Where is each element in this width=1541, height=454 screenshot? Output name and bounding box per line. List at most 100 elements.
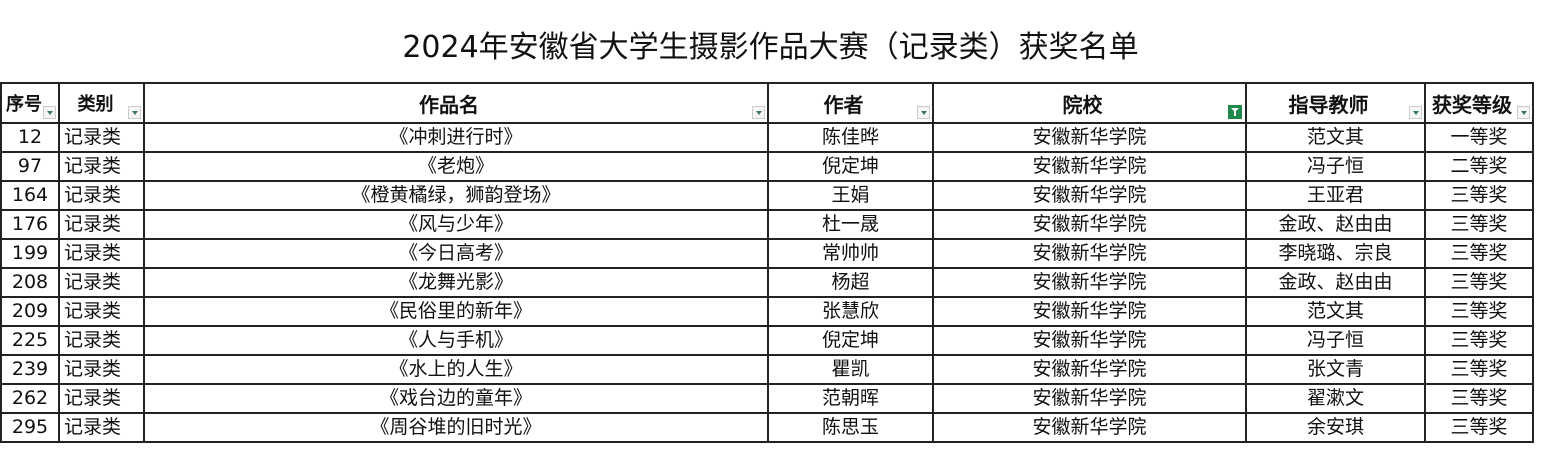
cell-seq[interactable]: 209 (0, 296, 60, 327)
table-row: 262 记录类 《戏台边的童年》 范朝晖 安徽新华学院 翟漱文 三等奖 (0, 383, 1534, 414)
cell-award[interactable]: 一等奖 (1424, 122, 1534, 153)
cell-award[interactable]: 三等奖 (1424, 238, 1534, 269)
cell-school[interactable]: 安徽新华学院 (932, 354, 1247, 385)
cell-category[interactable]: 记录类 (58, 296, 145, 327)
cell-work[interactable]: 《龙舞光影》 (143, 267, 769, 298)
cell-advisor[interactable]: 张文青 (1245, 354, 1426, 385)
cell-school[interactable]: 安徽新华学院 (932, 151, 1247, 182)
table-row: 164 记录类 《橙黄橘绿，狮韵登场》 王娟 安徽新华学院 王亚君 三等奖 (0, 180, 1534, 211)
cell-work[interactable]: 《戏台边的童年》 (143, 383, 769, 414)
cell-school[interactable]: 安徽新华学院 (932, 325, 1247, 356)
cell-award[interactable]: 三等奖 (1424, 354, 1534, 385)
cell-work[interactable]: 《水上的人生》 (143, 354, 769, 385)
cell-author[interactable]: 陈思玉 (767, 412, 934, 443)
cell-work[interactable]: 《风与少年》 (143, 209, 769, 240)
cell-seq[interactable]: 208 (0, 267, 60, 298)
cell-seq[interactable]: 176 (0, 209, 60, 240)
cell-award[interactable]: 三等奖 (1424, 325, 1534, 356)
cell-author[interactable]: 王娟 (767, 180, 934, 211)
table-row: 97 记录类 《老炮》 倪定坤 安徽新华学院 冯子恒 二等奖 (0, 151, 1534, 182)
sheet-title: 2024年安徽省大学生摄影作品大赛（记录类）获奖名单 (402, 30, 1139, 65)
cell-advisor[interactable]: 冯子恒 (1245, 151, 1426, 182)
cell-school[interactable]: 安徽新华学院 (932, 180, 1247, 211)
cell-category[interactable]: 记录类 (58, 238, 145, 269)
cell-author[interactable]: 陈佳晔 (767, 122, 934, 153)
cell-advisor[interactable]: 金政、赵由由 (1245, 209, 1426, 240)
cell-seq[interactable]: 97 (0, 151, 60, 182)
cell-category[interactable]: 记录类 (58, 354, 145, 385)
cell-award[interactable]: 三等奖 (1424, 296, 1534, 327)
cell-school[interactable]: 安徽新华学院 (932, 296, 1247, 327)
cell-award[interactable]: 三等奖 (1424, 383, 1534, 414)
cell-category[interactable]: 记录类 (58, 383, 145, 414)
cell-award[interactable]: 三等奖 (1424, 209, 1534, 240)
cell-author[interactable]: 杨超 (767, 267, 934, 298)
cell-school[interactable]: 安徽新华学院 (932, 383, 1247, 414)
cell-advisor[interactable]: 翟漱文 (1245, 383, 1426, 414)
cell-school[interactable]: 安徽新华学院 (932, 412, 1247, 443)
cell-advisor[interactable]: 王亚君 (1245, 180, 1426, 211)
cell-advisor[interactable]: 范文其 (1245, 122, 1426, 153)
header-work: 作品名 (143, 82, 769, 124)
filter-dropdown-icon[interactable] (43, 106, 56, 119)
filter-dropdown-icon[interactable] (752, 106, 765, 119)
cell-work[interactable]: 《今日高考》 (143, 238, 769, 269)
header-seq: 序号 (0, 82, 60, 124)
cell-work[interactable]: 《冲刺进行时》 (143, 122, 769, 153)
cell-advisor[interactable]: 金政、赵由由 (1245, 267, 1426, 298)
cell-work[interactable]: 《人与手机》 (143, 325, 769, 356)
cell-school[interactable]: 安徽新华学院 (932, 267, 1247, 298)
cell-author[interactable]: 瞿凯 (767, 354, 934, 385)
cell-award[interactable]: 三等奖 (1424, 180, 1534, 211)
cell-advisor[interactable]: 余安琪 (1245, 412, 1426, 443)
table-row: 12 记录类 《冲刺进行时》 陈佳晔 安徽新华学院 范文其 一等奖 (0, 122, 1534, 153)
cell-seq[interactable]: 225 (0, 325, 60, 356)
cell-seq[interactable]: 199 (0, 238, 60, 269)
cell-school[interactable]: 安徽新华学院 (932, 238, 1247, 269)
cell-advisor[interactable]: 李晓璐、宗良 (1245, 238, 1426, 269)
cell-author[interactable]: 倪定坤 (767, 151, 934, 182)
cell-school[interactable]: 安徽新华学院 (932, 209, 1247, 240)
header-school: 院校 (932, 82, 1247, 124)
cell-seq[interactable]: 262 (0, 383, 60, 414)
table-row: 199 记录类 《今日高考》 常帅帅 安徽新华学院 李晓璐、宗良 三等奖 (0, 238, 1534, 269)
cell-author[interactable]: 杜一晟 (767, 209, 934, 240)
cell-advisor[interactable]: 范文其 (1245, 296, 1426, 327)
cell-category[interactable]: 记录类 (58, 209, 145, 240)
header-author: 作者 (767, 82, 934, 124)
cell-category[interactable]: 记录类 (58, 412, 145, 443)
filter-dropdown-icon[interactable] (1409, 106, 1422, 119)
cell-work[interactable]: 《民俗里的新年》 (143, 296, 769, 327)
header-category: 类别 (58, 82, 145, 124)
cell-work[interactable]: 《周谷堆的旧时光》 (143, 412, 769, 443)
cell-work[interactable]: 《老炮》 (143, 151, 769, 182)
cell-author[interactable]: 张慧欣 (767, 296, 934, 327)
header-row: 序号 类别 作品名 作者 院校 指导教师 获奖等级 (0, 82, 1534, 124)
cell-category[interactable]: 记录类 (58, 267, 145, 298)
cell-author[interactable]: 倪定坤 (767, 325, 934, 356)
header-label: 类别 (77, 94, 114, 115)
cell-category[interactable]: 记录类 (58, 180, 145, 211)
cell-seq[interactable]: 12 (0, 122, 60, 153)
cell-work[interactable]: 《橙黄橘绿，狮韵登场》 (143, 180, 769, 211)
header-label: 作品名 (419, 92, 479, 117)
table-row: 295 记录类 《周谷堆的旧时光》 陈思玉 安徽新华学院 余安琪 三等奖 (0, 412, 1534, 443)
filter-dropdown-icon[interactable] (128, 106, 141, 119)
cell-author[interactable]: 范朝晖 (767, 383, 934, 414)
cell-seq[interactable]: 239 (0, 354, 60, 385)
filter-dropdown-icon[interactable] (917, 106, 930, 119)
cell-author[interactable]: 常帅帅 (767, 238, 934, 269)
cell-school[interactable]: 安徽新华学院 (932, 122, 1247, 153)
header-label: 指导教师 (1288, 92, 1369, 117)
cell-award[interactable]: 三等奖 (1424, 267, 1534, 298)
cell-category[interactable]: 记录类 (58, 151, 145, 182)
cell-advisor[interactable]: 冯子恒 (1245, 325, 1426, 356)
cell-seq[interactable]: 164 (0, 180, 60, 211)
cell-seq[interactable]: 295 (0, 412, 60, 443)
cell-category[interactable]: 记录类 (58, 325, 145, 356)
filter-active-icon[interactable] (1228, 105, 1242, 119)
cell-award[interactable]: 二等奖 (1424, 151, 1534, 182)
cell-award[interactable]: 三等奖 (1424, 412, 1534, 443)
cell-category[interactable]: 记录类 (58, 122, 145, 153)
filter-dropdown-icon[interactable] (1517, 106, 1530, 119)
